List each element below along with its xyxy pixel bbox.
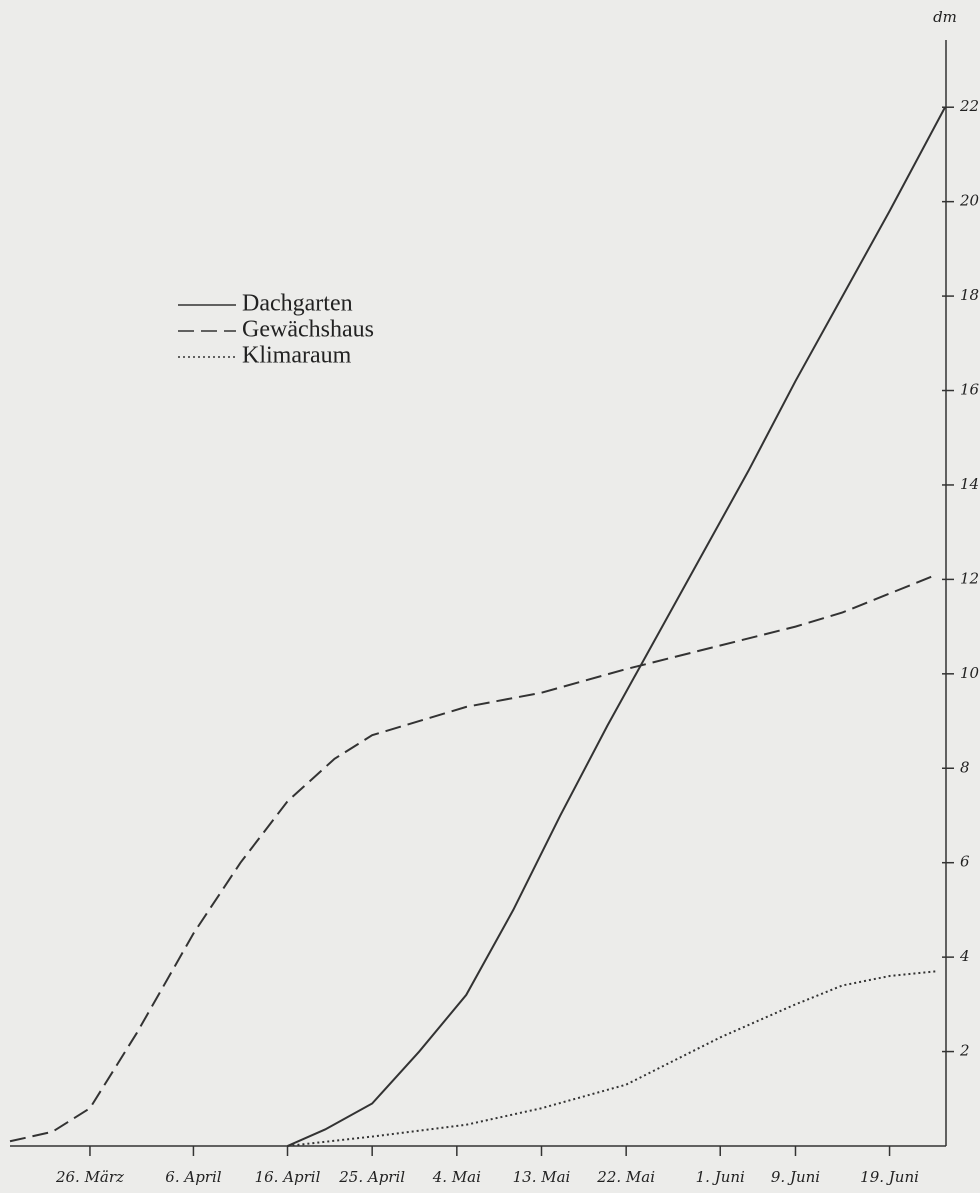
x-tick-label: 4. Mai: [432, 1168, 481, 1186]
y-tick-label: 2: [959, 1042, 970, 1060]
y-tick-label: 18: [960, 286, 979, 304]
x-tick-label: 1. Juni: [696, 1168, 745, 1186]
y-tick-label: 8: [960, 758, 970, 776]
y-tick-label: 20: [959, 192, 980, 210]
y-tick-label: 14: [960, 475, 979, 493]
y-tick-label: 16: [960, 381, 980, 399]
x-tick-label: 19. Juni: [860, 1168, 919, 1186]
x-tick-label: 16. April: [255, 1168, 321, 1186]
x-tick-label: 25. April: [338, 1168, 405, 1186]
y-tick-label: 4: [959, 947, 970, 965]
y-tick-label: 6: [960, 853, 970, 871]
x-tick-label: 22. Mai: [596, 1168, 655, 1186]
data-line: [287, 970, 937, 1147]
x-tick-label: 26. März: [55, 1168, 124, 1186]
y-tick-label: 10: [960, 664, 980, 682]
y-tick-label: 22: [959, 97, 979, 115]
legend-label: Dachgarten: [242, 291, 353, 317]
y-unit: dm: [933, 8, 957, 26]
y-tick-label: 12: [960, 569, 979, 587]
x-tick-label: 13. Mai: [513, 1168, 571, 1186]
x-tick-label: 9. Juni: [771, 1168, 820, 1186]
x-tick-label: 6. April: [165, 1168, 221, 1186]
legend-label: Klimaraum: [242, 343, 352, 369]
data-line: [287, 106, 946, 1147]
legend-label: Gewächshaus: [242, 317, 374, 343]
data-line: [9, 573, 937, 1143]
